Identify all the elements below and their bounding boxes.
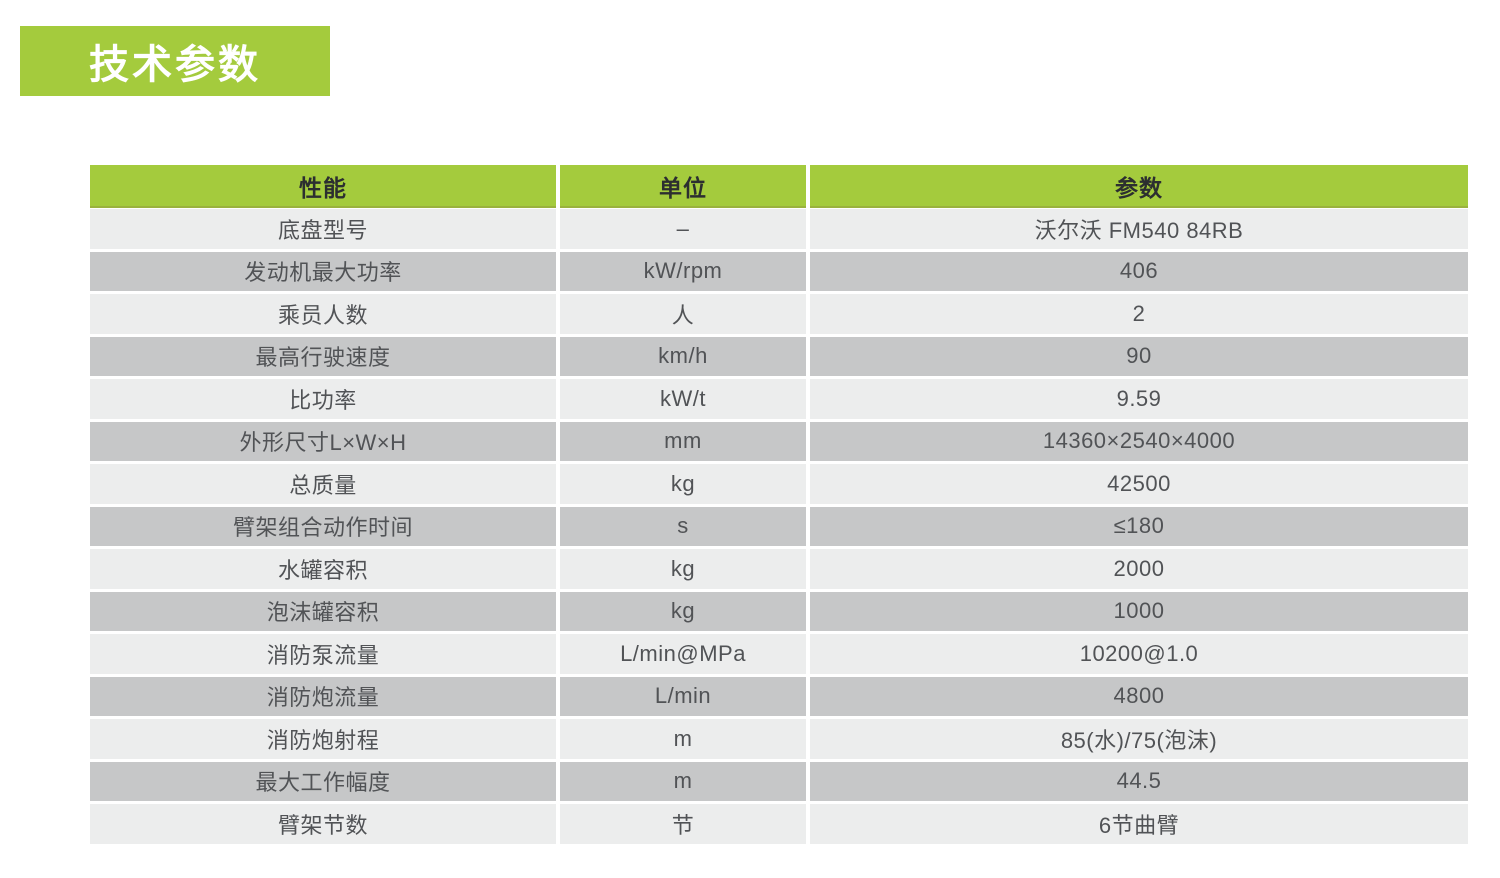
spec-value-cell: 10200@1.0: [810, 634, 1468, 674]
spec-name-cell: 臂架节数: [90, 804, 556, 844]
spec-name-cell: 水罐容积: [90, 549, 556, 589]
spec-value-cell: 14360×2540×4000: [810, 421, 1468, 461]
spec-value-cell: ≤180: [810, 506, 1468, 546]
spec-value-cell: 2000: [810, 549, 1468, 589]
spec-value-cell: 9.59: [810, 379, 1468, 419]
spec-unit-cell: kW/t: [560, 379, 806, 419]
spec-unit-cell: m: [560, 719, 806, 759]
spec-name-cell: 消防炮射程: [90, 719, 556, 759]
spec-unit-cell: mm: [560, 421, 806, 461]
spec-unit-cell: kg: [560, 549, 806, 589]
spec-name-cell: 乘员人数: [90, 294, 556, 334]
header-parameter: 参数: [810, 165, 1468, 206]
spec-value-cell: 6节曲臂: [810, 804, 1468, 844]
spec-name-cell: 比功率: [90, 379, 556, 419]
spec-value-cell: 42500: [810, 464, 1468, 504]
spec-unit-cell: kg: [560, 464, 806, 504]
spec-value-cell: 406: [810, 251, 1468, 291]
spec-unit-cell: L/min: [560, 676, 806, 716]
spec-name-cell: 外形尺寸L×W×H: [90, 421, 556, 461]
spec-unit-cell: kg: [560, 591, 806, 631]
spec-unit-cell: L/min@MPa: [560, 634, 806, 674]
section-title-badge: 技术参数: [20, 26, 330, 96]
spec-name-cell: 臂架组合动作时间: [90, 506, 556, 546]
spec-unit-cell: –: [560, 209, 806, 249]
spec-value-cell: 4800: [810, 676, 1468, 716]
spec-unit-cell: m: [560, 761, 806, 801]
spec-unit-cell: s: [560, 506, 806, 546]
spec-name-cell: 最大工作幅度: [90, 761, 556, 801]
spec-unit-cell: km/h: [560, 336, 806, 376]
spec-name-cell: 消防炮流量: [90, 676, 556, 716]
spec-value-cell: 沃尔沃 FM540 84RB: [810, 209, 1468, 249]
spec-unit-cell: 节: [560, 804, 806, 844]
spec-name-cell: 总质量: [90, 464, 556, 504]
spec-name-cell: 最高行驶速度: [90, 336, 556, 376]
spec-unit-cell: kW/rpm: [560, 251, 806, 291]
section-title: 技术参数: [89, 43, 261, 87]
spec-value-cell: 44.5: [810, 761, 1468, 801]
spec-value-cell: 90: [810, 336, 1468, 376]
spec-value-cell: 85(水)/75(泡沫): [810, 719, 1468, 759]
spec-name-cell: 泡沫罐容积: [90, 591, 556, 631]
header-performance: 性能: [90, 165, 556, 206]
spec-name-cell: 发动机最大功率: [90, 251, 556, 291]
header-unit: 单位: [560, 165, 806, 206]
spec-unit-cell: 人: [560, 294, 806, 334]
spec-name-cell: 底盘型号: [90, 209, 556, 249]
spec-value-cell: 2: [810, 294, 1468, 334]
spec-table: 性能 单位 参数 底盘型号 – 沃尔沃 FM540 84RB 发动机最大功率 k…: [90, 165, 1468, 844]
spec-value-cell: 1000: [810, 591, 1468, 631]
spec-name-cell: 消防泵流量: [90, 634, 556, 674]
